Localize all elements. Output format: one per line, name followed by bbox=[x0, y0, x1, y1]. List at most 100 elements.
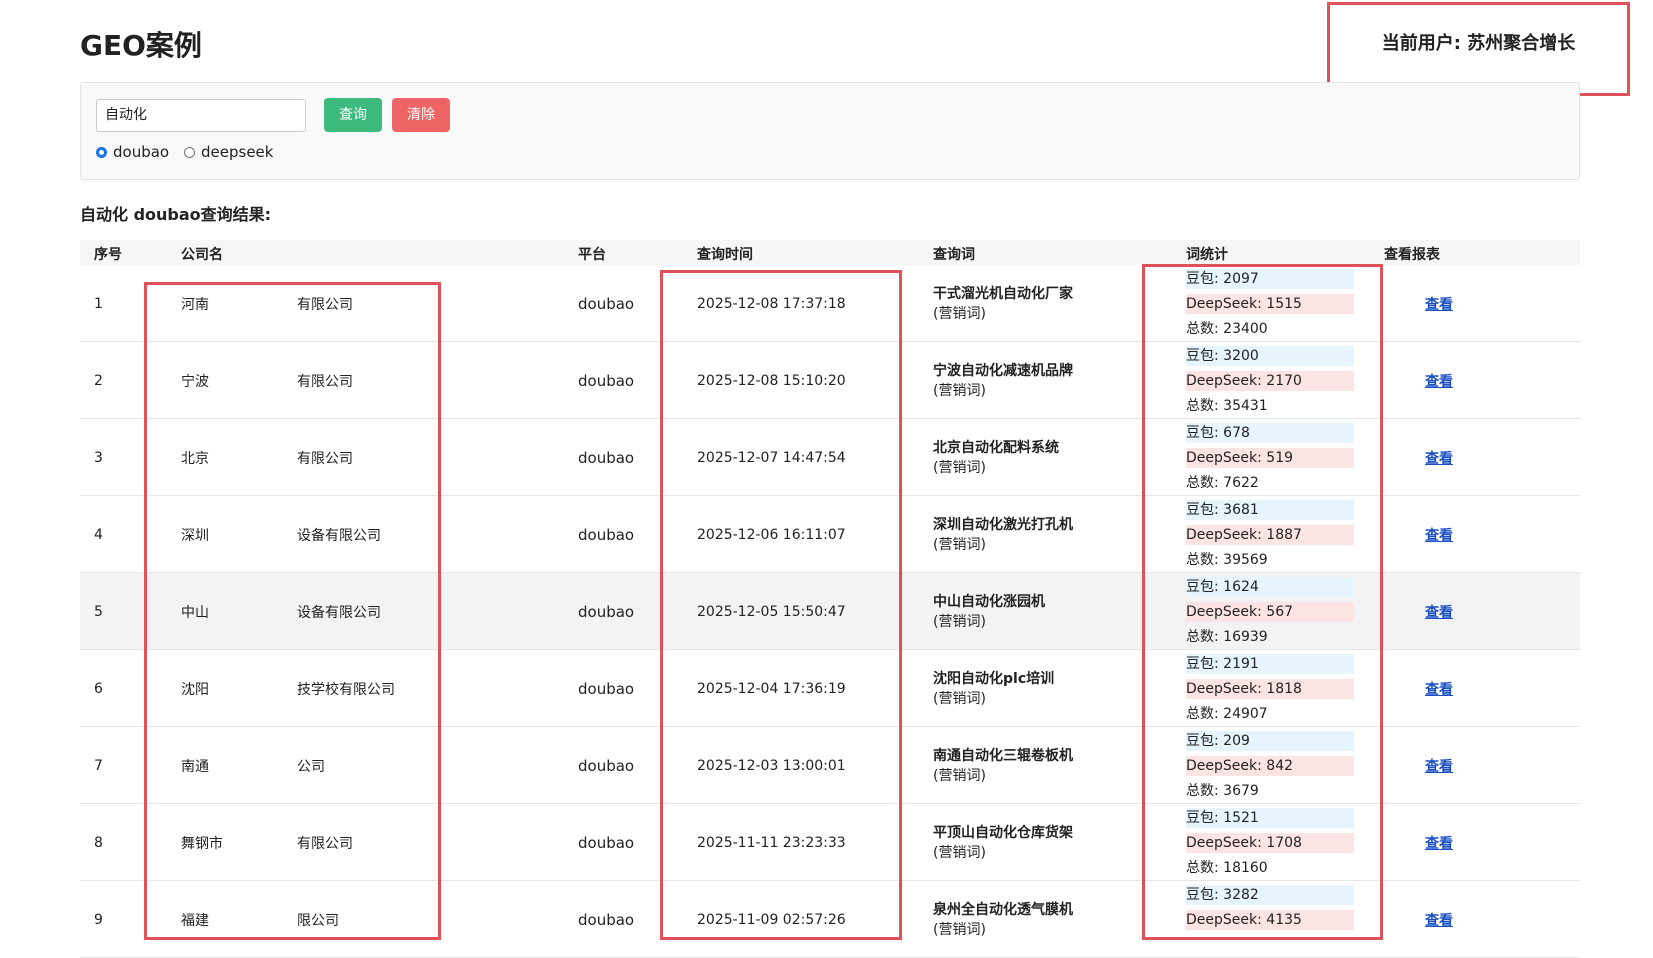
stat-line: 豆包: 2191 bbox=[1186, 653, 1354, 674]
keyword: 深圳自动化激光打孔机 (营销词) bbox=[933, 515, 1073, 555]
company-name: 沈阳 bbox=[181, 681, 209, 698]
stat-line: 豆包: 3282 bbox=[1186, 884, 1354, 905]
radio-dot[interactable] bbox=[96, 146, 107, 158]
radio-option[interactable]: doubao bbox=[96, 143, 169, 161]
report-link[interactable]: 查看 bbox=[1425, 681, 1453, 698]
stat-line: 豆包: 1521 bbox=[1186, 807, 1354, 828]
company-name: 福建 bbox=[181, 912, 209, 929]
keyword-note: (营销词) bbox=[933, 690, 986, 707]
column-header: 平台 bbox=[578, 247, 606, 263]
column-header: 序号 bbox=[94, 247, 122, 263]
row-index: 3 bbox=[94, 449, 103, 466]
keyword: 泉州全自动化透气膜机 (营销词) bbox=[933, 900, 1073, 940]
platform: doubao bbox=[578, 448, 635, 467]
company-name: 北京 bbox=[181, 450, 209, 467]
company-name: 河南 bbox=[181, 296, 209, 313]
keyword-text: 北京自动化配料系统 bbox=[933, 439, 1059, 456]
stat-line: DeepSeek: 842 bbox=[1186, 755, 1354, 776]
row-index: 2 bbox=[94, 372, 103, 389]
platform: doubao bbox=[578, 756, 635, 775]
row-index: 4 bbox=[94, 526, 103, 543]
stat-line: 总数: 7622 bbox=[1186, 474, 1259, 491]
annotation-box bbox=[660, 270, 902, 940]
radio-label[interactable]: deepseek bbox=[201, 143, 274, 161]
report-link[interactable]: 查看 bbox=[1425, 373, 1453, 390]
annotation-box bbox=[144, 282, 441, 940]
search-input[interactable]: 自动化 bbox=[96, 99, 306, 132]
keyword-text: 沈阳自动化plc培训 bbox=[933, 670, 1055, 687]
report-link[interactable]: 查看 bbox=[1425, 450, 1453, 467]
keyword-text: 宁波自动化减速机品牌 bbox=[933, 362, 1073, 379]
report-link[interactable]: 查看 bbox=[1425, 604, 1453, 621]
keyword: 干式溜光机自动化厂家 (营销词) bbox=[933, 284, 1073, 324]
platform: doubao bbox=[578, 833, 635, 852]
stat-line: 总数: 16939 bbox=[1186, 628, 1268, 645]
report-link[interactable]: 查看 bbox=[1425, 912, 1453, 929]
table-header bbox=[80, 240, 1580, 265]
page: {"header":{"title":"GEO案例","current_user… bbox=[80, 2, 1630, 958]
stat-line: DeepSeek: 1515 bbox=[1186, 293, 1354, 314]
keyword: 南通自动化三辊卷板机 (营销词) bbox=[933, 746, 1073, 786]
row-index: 7 bbox=[94, 757, 103, 774]
platform: doubao bbox=[578, 371, 635, 390]
column-header: 查询时间 bbox=[697, 247, 753, 263]
keyword: 沈阳自动化plc培训 (营销词) bbox=[933, 669, 1054, 709]
platform: doubao bbox=[578, 679, 635, 698]
row-index: 9 bbox=[94, 911, 103, 928]
annotation-box bbox=[1142, 264, 1383, 940]
report-link[interactable]: 查看 bbox=[1425, 527, 1453, 544]
query-time: 2025-12-04 17:36:19 bbox=[697, 680, 846, 697]
clear-button[interactable]: 清除 bbox=[392, 98, 450, 132]
row-index: 6 bbox=[94, 680, 103, 697]
query-time: 2025-12-03 13:00:01 bbox=[697, 757, 846, 774]
keyword: 平顶山自动化仓库货架 (营销词) bbox=[933, 823, 1073, 863]
keyword-text: 平顶山自动化仓库货架 bbox=[933, 824, 1073, 841]
platform: doubao bbox=[578, 602, 635, 621]
company-name: 有限公司 bbox=[297, 450, 353, 467]
stat-line: 总数: 3679 bbox=[1186, 782, 1259, 799]
stat-line: DeepSeek: 2170 bbox=[1186, 370, 1354, 391]
company-name: 设备有限公司 bbox=[297, 604, 381, 621]
query-time: 2025-12-06 16:11:07 bbox=[697, 526, 846, 543]
results-title: 自动化 doubao查询结果: bbox=[80, 205, 272, 224]
keyword-note: (营销词) bbox=[933, 613, 986, 630]
keyword: 宁波自动化减速机品牌 (营销词) bbox=[933, 361, 1073, 401]
company-name: 有限公司 bbox=[297, 373, 353, 390]
radio-label[interactable]: doubao bbox=[113, 143, 170, 161]
keyword-text: 深圳自动化激光打孔机 bbox=[933, 516, 1073, 533]
stat-line: 总数: 24907 bbox=[1186, 705, 1268, 722]
column-header: 查看报表 bbox=[1384, 247, 1440, 263]
company-name: 宁波 bbox=[181, 373, 209, 390]
keyword-note: (营销词) bbox=[933, 382, 986, 399]
report-link[interactable]: 查看 bbox=[1425, 758, 1453, 775]
search-panel: 自动化 查询 清除 doubao deepseek bbox=[80, 82, 1580, 180]
query-time: 2025-12-07 14:47:54 bbox=[697, 449, 846, 466]
stat-line: DeepSeek: 1818 bbox=[1186, 678, 1354, 699]
keyword: 北京自动化配料系统 (营销词) bbox=[933, 438, 1059, 478]
query-button[interactable]: 查询 bbox=[324, 98, 382, 132]
stat-line: DeepSeek: 519 bbox=[1186, 447, 1354, 468]
keyword-note: (营销词) bbox=[933, 844, 986, 861]
page-title: GEO案例 bbox=[80, 29, 202, 62]
column-header: 公司名 bbox=[181, 247, 223, 263]
row-index: 8 bbox=[94, 834, 103, 851]
stat-line: 豆包: 3681 bbox=[1186, 499, 1354, 520]
radio-option[interactable]: deepseek bbox=[184, 143, 273, 161]
report-link[interactable]: 查看 bbox=[1425, 296, 1453, 313]
stat-line: 总数: 35431 bbox=[1186, 397, 1268, 414]
stat-line: 总数: 23400 bbox=[1186, 320, 1268, 337]
stat-line: 豆包: 1624 bbox=[1186, 576, 1354, 597]
radio-dot[interactable] bbox=[184, 146, 195, 158]
query-time: 2025-11-09 02:57:26 bbox=[697, 911, 846, 928]
stat-line: DeepSeek: 567 bbox=[1186, 601, 1354, 622]
platform: doubao bbox=[578, 294, 635, 313]
company-name: 深圳 bbox=[181, 527, 209, 544]
company-name: 技学校有限公司 bbox=[297, 681, 395, 698]
company-name: 设备有限公司 bbox=[297, 527, 381, 544]
row-index: 5 bbox=[94, 603, 103, 620]
report-link[interactable]: 查看 bbox=[1425, 835, 1453, 852]
stat-line: 豆包: 678 bbox=[1186, 422, 1354, 443]
stat-line: 豆包: 2097 bbox=[1186, 268, 1354, 289]
platform: doubao bbox=[578, 910, 635, 929]
keyword-text: 中山自动化涨园机 bbox=[933, 593, 1045, 610]
